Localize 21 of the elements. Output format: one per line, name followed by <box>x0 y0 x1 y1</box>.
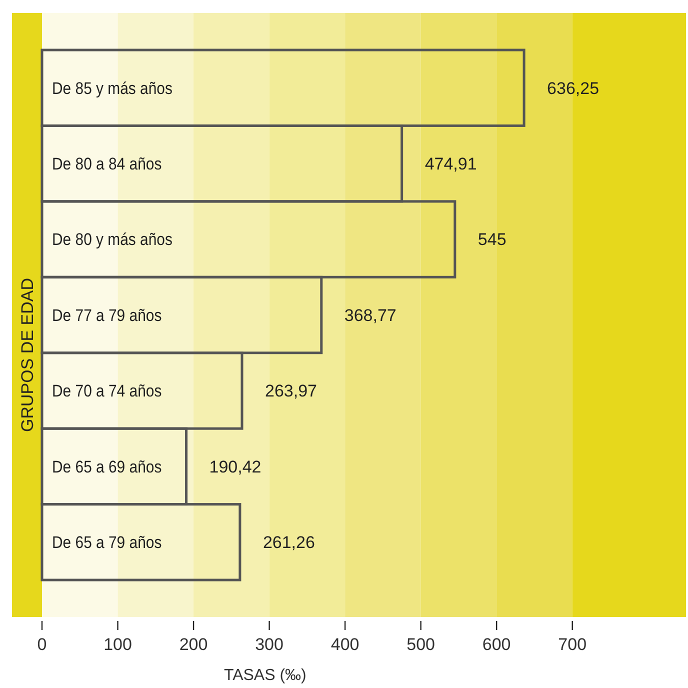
y-tick-label: De 80 a 84 años <box>52 156 162 174</box>
x-tick-label: 100 <box>104 635 132 654</box>
x-tick-label: 200 <box>179 635 208 654</box>
data-label: 636,25 <box>547 78 600 98</box>
data-label: 474,91 <box>424 154 477 174</box>
x-tick-label: 0 <box>37 635 47 654</box>
y-axis-title: GRUPOS DE EDAD <box>18 278 37 432</box>
x-tick-label: 700 <box>558 635 587 654</box>
x-tick-label: 300 <box>255 635 284 654</box>
y-tick-label: De 85 y más años <box>52 80 172 98</box>
x-tick-label: 400 <box>330 635 360 654</box>
y-tick-label: De 65 a 69 años <box>52 458 162 477</box>
x-axis-title: TASAS (‰) <box>224 667 306 684</box>
y-tick-label: De 65 a 79 años <box>52 534 162 552</box>
data-label: 545 <box>478 230 506 250</box>
y-tick-label: De 77 a 79 años <box>52 307 162 326</box>
x-tick-label: 500 <box>406 635 436 654</box>
data-label: 190,42 <box>209 457 262 476</box>
y-tick-label: De 70 a 74 años <box>52 382 162 401</box>
x-tick-label: 600 <box>482 635 511 654</box>
y-tick-label: De 80 y más años <box>52 231 172 250</box>
